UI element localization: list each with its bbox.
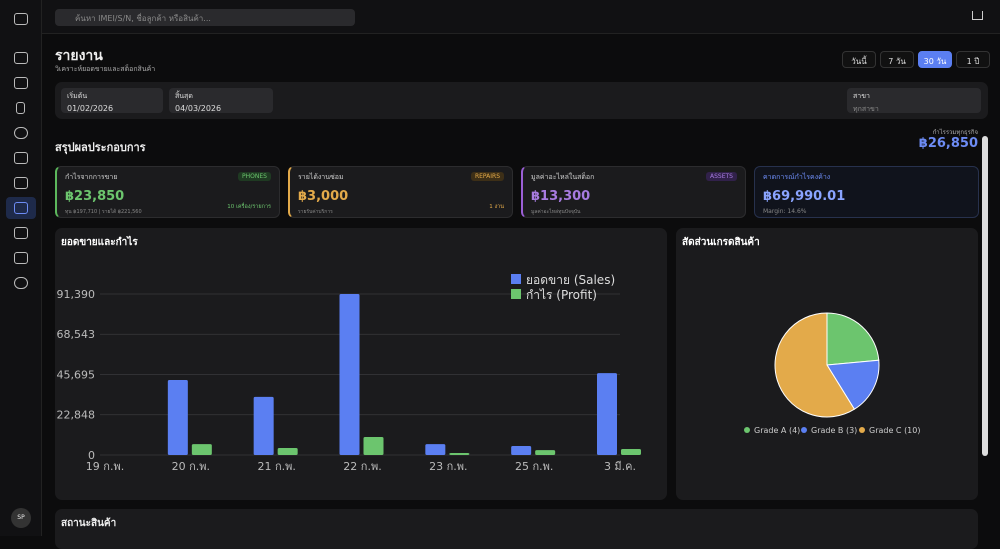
page-subtitle: วิเคราะห์ยอดขายและสต็อกสินค้า <box>55 65 156 73</box>
x-tick-label: 22 ก.พ. <box>343 460 381 473</box>
y-tick-label: 0 <box>88 449 95 462</box>
label: เริ่มต้น <box>67 92 88 100</box>
summary-title: สรุปผลประกอบการ <box>55 141 146 154</box>
logout-icon[interactable] <box>14 13 28 25</box>
sidebar: SP <box>0 0 42 536</box>
y-tick-label: 68,543 <box>57 328 96 341</box>
range-button[interactable]: วันนี้ <box>842 51 876 68</box>
bar <box>339 294 360 455</box>
kpi-value: ฿23,850 <box>65 189 125 204</box>
bar <box>277 447 298 455</box>
bar <box>597 373 617 455</box>
search-input[interactable]: ค้นหา IMEI/S/N, ชื่อลูกค้า หรือสินค้า... <box>55 9 355 26</box>
nav-trade[interactable] <box>14 127 28 139</box>
bar <box>167 379 188 455</box>
bar <box>511 446 532 455</box>
legend-label: Grade B (3) <box>811 426 857 435</box>
kpi-card: กำไรจากการขาย PHONES ฿23,850 ทุน ฿197,71… <box>55 166 280 218</box>
bar <box>621 449 641 455</box>
kpi-value: ฿3,000 <box>298 189 349 204</box>
nav-docs[interactable] <box>14 252 28 264</box>
chart-title: ยอดขายและกำไร <box>61 235 138 248</box>
legend-swatch <box>744 427 750 433</box>
scrollbar[interactable] <box>982 136 988 456</box>
kpi-note: รายรับค่าบริการ <box>298 209 333 215</box>
branch-select[interactable]: สาขา ทุกสาขา <box>847 88 981 113</box>
nav-parts[interactable] <box>14 177 28 189</box>
x-tick-label: 3 มี.ค. <box>604 460 636 473</box>
nav-settings[interactable] <box>14 277 28 289</box>
label: สาขา <box>853 92 870 100</box>
bar <box>253 396 274 455</box>
legend-swatch <box>859 427 865 433</box>
kpi-title: คาดการณ์กำไรคงค้าง <box>763 173 831 181</box>
top-bar <box>42 0 1000 34</box>
value: ทุกสาขา <box>853 105 879 113</box>
kpi-note: มูลค่าอะไหล่ทุนปัจจุบัน <box>531 209 581 215</box>
total-value: ฿26,850 <box>918 136 978 151</box>
legend-swatch <box>801 427 807 433</box>
kpi-value: ฿13,300 <box>531 189 591 204</box>
x-tick-label: 20 ก.พ. <box>172 460 210 473</box>
label: สิ้นสุด <box>175 92 193 100</box>
nav-repair[interactable] <box>14 152 28 164</box>
x-tick-label: 25 ก.พ. <box>515 460 553 473</box>
kpi-title: มูลค่าอะไหล่ในสต็อก <box>531 173 595 181</box>
stock-title: สถานะสินค้า <box>61 518 117 529</box>
bar <box>425 444 446 455</box>
legend-label: กำไร (Profit) <box>526 288 597 302</box>
kpi-badge: 10 เครื่อง/รายการ <box>227 204 271 210</box>
legend-label: ยอดขาย (Sales) <box>526 273 615 287</box>
page-title: รายงาน <box>55 48 103 64</box>
legend-label: Grade A (4) <box>754 426 800 435</box>
kpi-tag: REPAIRS <box>470 172 504 181</box>
legend-swatch <box>511 274 521 284</box>
x-tick-label: 23 ก.พ. <box>429 460 467 473</box>
kpi-tag: PHONES <box>238 172 271 181</box>
bar <box>191 444 212 455</box>
nav-home[interactable] <box>14 52 28 64</box>
charts: ยอดขายและกำไร 0 22,848 45,695 68,543 91,390 19… <box>57 235 921 473</box>
kpi-badge: 1 งาน <box>489 204 504 210</box>
start-date[interactable]: เริ่มต้น 01/02/2026 <box>61 88 163 113</box>
chart-title: สัดส่วนเกรดสินค้า <box>682 236 760 248</box>
y-tick-label: 45,695 <box>57 369 96 382</box>
total-label: กำไรรวมทุกธุรกิจ <box>932 129 978 136</box>
cart-icon[interactable] <box>972 11 983 20</box>
kpi-card: คาดการณ์กำไรคงค้าง ฿69,990.01 Margin: 14… <box>754 166 979 218</box>
legend-swatch <box>511 289 521 299</box>
y-tick-label: 91,390 <box>57 288 96 301</box>
kpi-note: Margin: 14.6% <box>763 208 807 215</box>
range-button[interactable]: 7 วัน <box>880 51 914 68</box>
kpi-card: รายได้งานซ่อม REPAIRS ฿3,000 รายรับค่าบร… <box>288 166 513 218</box>
kpi-value: ฿69,990.01 <box>763 189 846 204</box>
range-button[interactable]: 30 วัน <box>918 51 952 68</box>
pie-slice <box>826 312 880 366</box>
x-tick-label: 21 ก.พ. <box>257 460 295 473</box>
range-button[interactable]: 1 ปี <box>956 51 990 68</box>
x-tick-label: 19 ก.พ. <box>86 460 124 473</box>
pie-slice <box>774 312 856 418</box>
pie-slice <box>826 359 880 410</box>
y-tick-label: 22,848 <box>57 409 96 422</box>
kpi-title: รายได้งานซ่อม <box>298 173 344 181</box>
kpi-note: ทุน ฿197,710 | รายได้ ฿221,560 <box>65 209 142 215</box>
bar <box>449 453 470 455</box>
legend-label: Grade C (10) <box>869 426 920 435</box>
kpi-tag: ASSETS <box>706 172 737 181</box>
bar <box>535 450 556 455</box>
nav-qr[interactable] <box>14 227 28 239</box>
value: 01/02/2026 <box>67 104 114 113</box>
bar <box>363 437 384 455</box>
nav-report[interactable] <box>14 202 28 214</box>
nav-phone[interactable] <box>16 102 25 114</box>
end-date[interactable]: สิ้นสุด 04/03/2026 <box>169 88 273 113</box>
nav-shop[interactable] <box>14 77 28 89</box>
value: 04/03/2026 <box>175 104 222 113</box>
kpi-title: กำไรจากการขาย <box>65 173 118 181</box>
avatar[interactable]: SP <box>11 508 31 528</box>
nav-report-active[interactable] <box>6 197 36 219</box>
kpi-card: มูลค่าอะไหล่ในสต็อก ASSETS ฿13,300 มูลค่… <box>521 166 746 218</box>
